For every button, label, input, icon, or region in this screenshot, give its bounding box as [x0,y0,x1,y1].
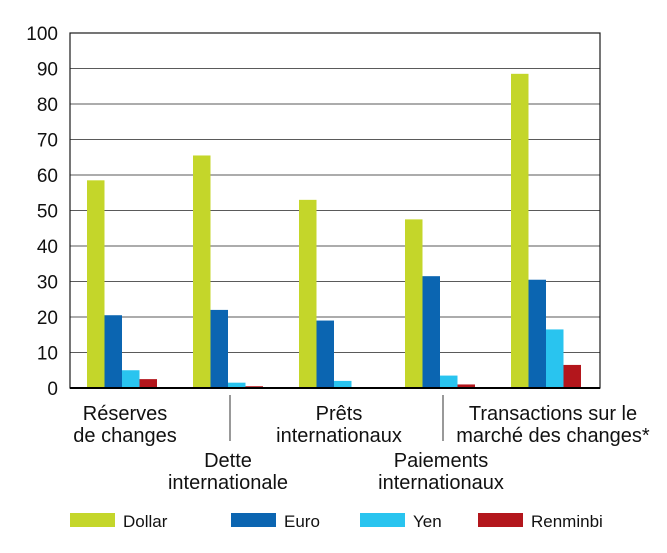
category-label-line: Dette [204,450,252,472]
bar-euro-2 [210,309,228,388]
category-label-line: Réserves [83,403,167,425]
axes [69,32,601,389]
legend: Dollar Euro Yen Renminbi [70,512,603,531]
legend-item-dollar: Dollar [70,512,168,531]
legend-swatch [70,513,115,527]
bar-euro-3 [316,320,334,388]
legend-swatch [360,513,405,527]
category-label-line: marché des changes* [456,425,650,447]
category-label-line: de changes [73,425,176,447]
category-label-line: internationaux [276,425,402,447]
y-tick-label: 40 [37,237,58,258]
legend-label: Yen [413,512,442,531]
gridlines [70,68,600,353]
bars [87,73,581,388]
legend-label: Renminbi [531,512,603,531]
y-tick-label: 20 [37,308,58,329]
bar-dollar-5 [511,73,529,388]
category-label-line: Transactions sur le [469,403,637,425]
y-tick-label: 70 [37,131,58,152]
bar-yen-1 [122,370,140,388]
y-tick-label: 10 [37,344,58,365]
bar-dollar-1 [87,180,105,388]
category-label-line: internationaux [378,472,504,494]
y-tick-label: 0 [47,379,58,400]
bar-renminbi-5 [563,364,581,388]
y-tick-label: 30 [37,273,58,294]
bar-dollar-4 [405,219,423,388]
bar-euro-4 [422,276,440,388]
legend-swatch [478,513,523,527]
bar-renminbi-1 [139,379,157,388]
bar-dollar-3 [299,199,317,388]
bar-yen-4 [440,375,458,388]
bar-euro-5 [528,279,546,388]
y-tick-label: 60 [37,166,58,187]
legend-item-renminbi: Renminbi [478,512,603,531]
bar-renminbi-4 [457,384,475,388]
category-label-line: internationale [168,472,288,494]
bar-euro-1 [104,315,122,388]
legend-swatch [231,513,276,527]
category-label-line: Prêts [316,403,363,425]
bar-yen-3 [334,380,352,388]
y-tick-label: 100 [26,24,58,45]
category-label-line: Paiements [394,450,489,472]
legend-label: Dollar [123,512,168,531]
bar-yen-5 [546,329,564,388]
y-tick-label: 50 [37,202,58,223]
legend-item-euro: Euro [231,512,320,531]
y-tick-label: 80 [37,95,58,116]
y-tick-label: 90 [37,60,58,81]
y-axis-ticks: 0 10 20 30 40 50 60 70 80 90 100 [26,24,58,400]
bar-dollar-2 [193,155,211,388]
legend-item-yen: Yen [360,512,442,531]
legend-label: Euro [284,512,320,531]
bar-yen-2 [228,382,246,388]
